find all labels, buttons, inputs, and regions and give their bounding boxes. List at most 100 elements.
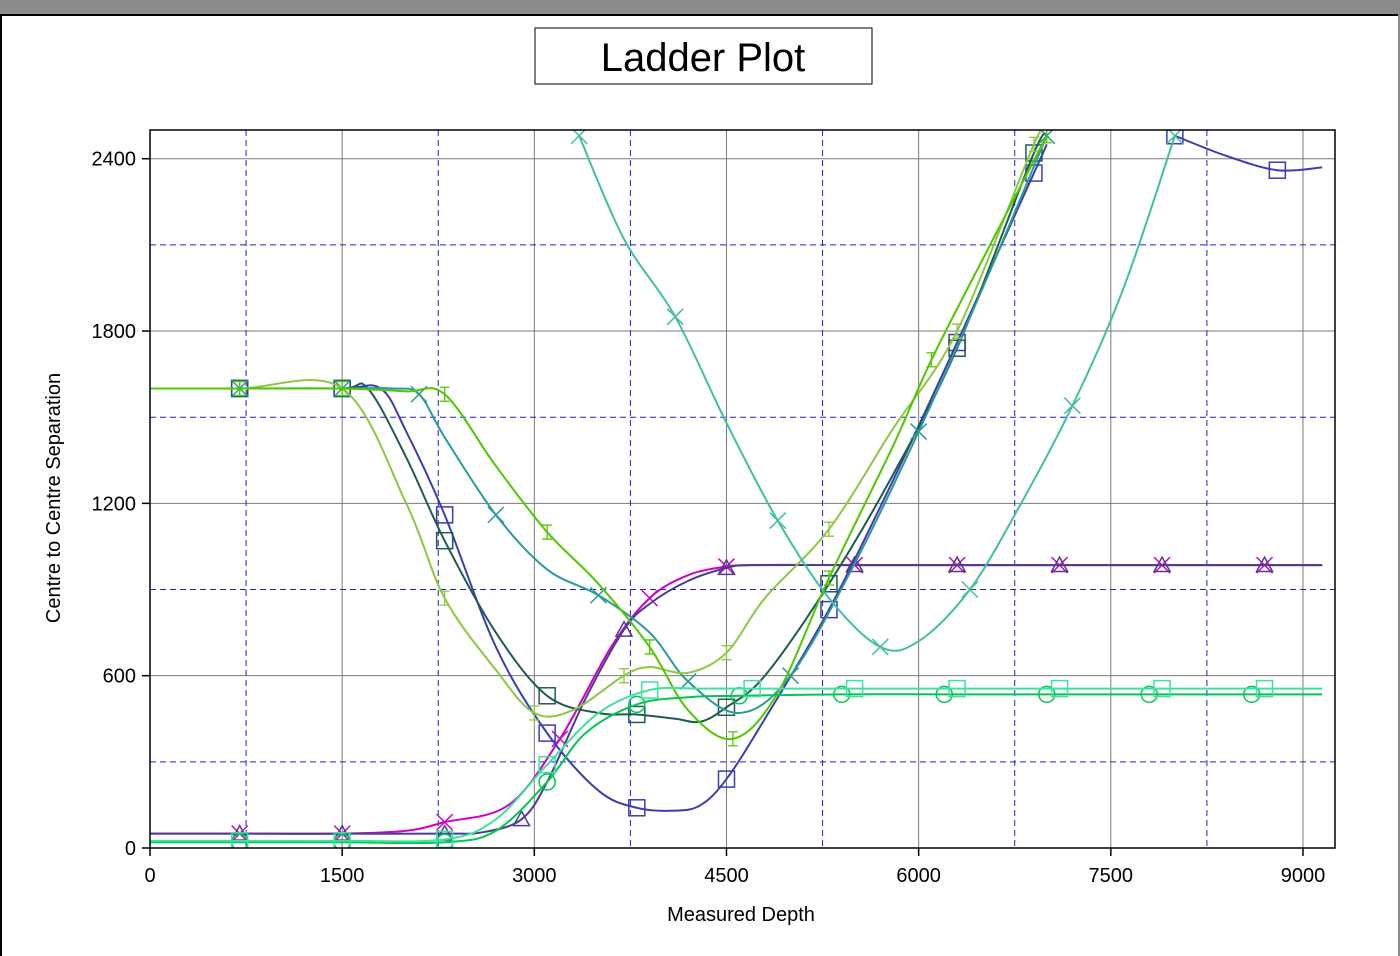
y-tick-label: 2400: [92, 149, 137, 171]
axes: 0 1500 3000 4500 6000 7500 9000 0 600 1200 1800 240…: [92, 129, 1336, 887]
series-1: [150, 555, 1323, 841]
y-tick-label: 1800: [92, 321, 137, 343]
square-marker: [538, 755, 556, 774]
square-marker: [717, 770, 736, 788]
x-tick-label: 7500: [1089, 865, 1134, 887]
series-line: [150, 135, 1048, 715]
plus-marker: [439, 386, 450, 402]
triangle-marker: [1050, 555, 1069, 573]
series-line: [150, 143, 1048, 812]
circle-marker: [1038, 685, 1056, 704]
plus-marker: [727, 731, 738, 747]
x-tick-label: 3000: [512, 865, 557, 887]
square-marker: [435, 506, 454, 524]
square-marker: [743, 679, 761, 698]
square-marker: [333, 832, 351, 848]
circle-marker: [935, 685, 954, 704]
series-10: [150, 679, 1323, 848]
x-tick-label: 9000: [1281, 865, 1326, 887]
triangle-marker: [1255, 555, 1274, 573]
x-marker: [641, 589, 659, 607]
plus-marker: [823, 570, 834, 586]
plus-marker: [439, 590, 450, 606]
circle-marker: [538, 773, 556, 791]
series-8: [570, 130, 1184, 656]
plus-marker: [952, 323, 963, 339]
x-tick-label: 0: [144, 865, 155, 887]
series-line: [150, 564, 1323, 835]
plus-marker: [926, 352, 937, 368]
series-7: [150, 130, 1052, 747]
triangle-marker: [947, 555, 967, 573]
plus-marker: [1028, 136, 1039, 153]
series-line: [1174, 134, 1323, 172]
plot-border: [149, 129, 1336, 849]
plus-marker: [234, 380, 245, 397]
chart-title: Ladder Plot: [601, 36, 806, 80]
square-marker: [230, 832, 249, 848]
x-marker: [1063, 397, 1081, 415]
ladder-plot-chart: Ladder Plot 0 1500 3000 4500 6000 7500 9000 0 60…: [43, 27, 1336, 926]
plus-marker: [619, 668, 629, 684]
x-marker: [487, 506, 505, 524]
triangle-marker: [614, 620, 634, 637]
triangle-marker: [1152, 555, 1172, 573]
plus-marker: [337, 380, 348, 397]
plus-marker: [644, 639, 655, 655]
grid: [149, 130, 1335, 849]
series-3: [1166, 130, 1323, 179]
triangle-marker: [512, 809, 531, 827]
triangle-marker: [717, 558, 736, 576]
circle-marker: [1140, 685, 1158, 704]
series-line: [150, 693, 1323, 845]
series-9: [150, 685, 1323, 848]
square-marker: [1255, 679, 1274, 698]
plus-marker: [1041, 130, 1052, 144]
series-layer: [150, 130, 1323, 848]
series-line: [150, 132, 1048, 724]
square-marker: [1050, 679, 1069, 698]
plus-marker: [542, 524, 553, 540]
x-marker: [961, 580, 979, 599]
circle-marker: [1242, 685, 1261, 704]
x-marker: [769, 512, 787, 530]
x-tick-label: 1500: [320, 865, 365, 887]
square-marker: [435, 531, 454, 550]
plus-marker: [823, 521, 834, 537]
square-marker: [845, 679, 864, 698]
series-line: [150, 563, 1323, 835]
square-marker: [1268, 161, 1287, 179]
x-marker: [717, 558, 736, 576]
series-line: [150, 135, 1048, 741]
square-marker: [538, 724, 556, 742]
circle-marker: [628, 695, 646, 714]
square-marker: [628, 705, 646, 724]
square-marker: [628, 799, 646, 817]
x-tick-label: 6000: [896, 865, 941, 887]
square-marker: [1153, 679, 1171, 698]
x-marker: [679, 672, 697, 690]
square-marker: [948, 679, 966, 698]
square-marker: [538, 687, 556, 705]
x-marker: [910, 423, 928, 441]
x-marker: [871, 638, 889, 656]
x-tick-label: 4500: [704, 865, 749, 887]
y-tick-label: 1200: [92, 493, 137, 515]
series-line: [150, 130, 1048, 718]
y-tick-label: 0: [125, 838, 136, 860]
series-4: [150, 132, 1048, 724]
x-axis-label: Measured Depth: [667, 904, 815, 926]
series-0: [150, 556, 1323, 843]
circle-marker: [833, 685, 851, 704]
y-tick-label: 600: [103, 666, 136, 688]
square-marker: [820, 600, 838, 619]
title-box: [534, 27, 873, 85]
y-axis-label: Centre to Centre Separation: [43, 373, 65, 623]
square-marker: [640, 681, 659, 699]
square-marker: [1166, 130, 1184, 145]
x-marker: [666, 308, 684, 326]
plus-marker: [721, 645, 732, 661]
x-marker: [436, 813, 454, 831]
plus-marker: [529, 705, 540, 721]
triangle-marker: [845, 555, 864, 573]
